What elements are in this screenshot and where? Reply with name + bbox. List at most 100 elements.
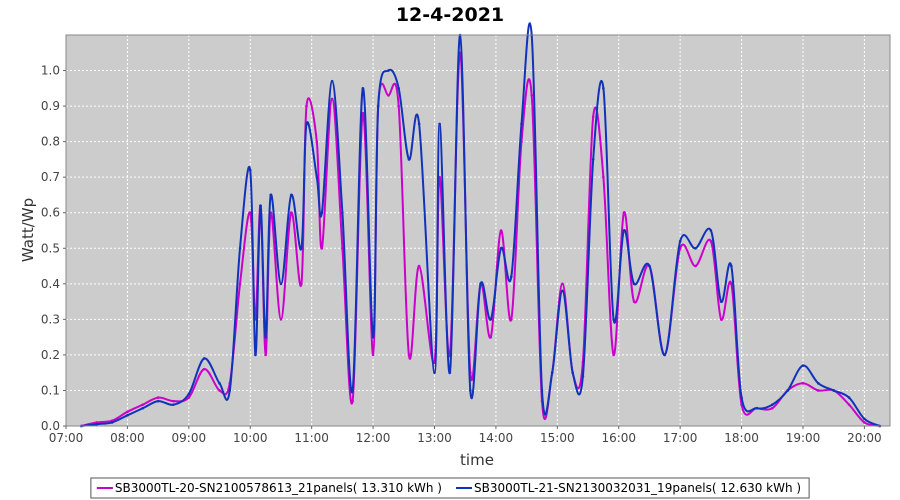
legend-item: SB3000TL-20-SN2100578613_21panels( 13.31… bbox=[96, 481, 442, 495]
series-1-point bbox=[95, 421, 99, 424]
series-1-point bbox=[305, 104, 308, 108]
legend-item: SB3000TL-21-SN2130032031_19panels( 12.63… bbox=[455, 481, 801, 495]
series-1-point bbox=[202, 367, 206, 371]
series-2-point bbox=[269, 193, 273, 197]
series-2-point bbox=[264, 335, 267, 339]
series-2-point bbox=[632, 282, 636, 286]
series-2-point bbox=[433, 371, 436, 374]
series-2-point bbox=[817, 382, 820, 385]
series-2-point bbox=[499, 246, 503, 250]
series-2-point bbox=[489, 318, 493, 321]
series-2-point bbox=[622, 229, 626, 232]
series-1-point bbox=[417, 264, 421, 268]
series-2-point bbox=[279, 282, 283, 286]
x-tick-label: 09:00 bbox=[172, 431, 207, 445]
series-1-point bbox=[141, 403, 145, 406]
series-2-point bbox=[141, 406, 145, 410]
series-1-point bbox=[730, 282, 733, 286]
x-tick-label: 10:00 bbox=[233, 431, 268, 445]
series-2-point bbox=[254, 353, 257, 357]
series-2-point bbox=[110, 421, 114, 424]
series-2-point bbox=[786, 389, 789, 392]
series-2-point bbox=[479, 282, 482, 286]
series-1-point bbox=[509, 318, 513, 321]
series-2-point bbox=[448, 371, 452, 374]
series-1-point bbox=[632, 300, 636, 303]
y-tick-label: 0.1 bbox=[41, 383, 60, 397]
series-2-point bbox=[709, 229, 713, 232]
y-axis: 0.0 0.1 0.2 0.3 0.4 0.5 0.6 0.7 0.8 0.9 1.0 bbox=[41, 64, 66, 433]
series-1-point bbox=[694, 264, 697, 268]
series-1-point bbox=[397, 104, 400, 108]
series-2-point bbox=[863, 417, 866, 421]
series-2-point bbox=[571, 371, 574, 374]
series-1-point bbox=[351, 399, 354, 403]
series-1-point bbox=[530, 94, 534, 97]
y-tick-label: 0.0 bbox=[41, 419, 60, 433]
series-2-point bbox=[238, 246, 242, 250]
series-2-point bbox=[801, 364, 805, 367]
series-1-point bbox=[330, 97, 334, 101]
series-2-point bbox=[694, 246, 697, 250]
series-1-point bbox=[863, 421, 866, 424]
x-tick-label: 08:00 bbox=[110, 431, 145, 445]
series-2-point bbox=[847, 396, 851, 399]
y-tick-label: 0.6 bbox=[41, 206, 60, 220]
plot-border bbox=[65, 34, 891, 427]
series-2-point bbox=[520, 122, 523, 126]
series-2-point bbox=[330, 79, 334, 83]
y-tick-label: 0.9 bbox=[41, 99, 60, 113]
series-1-point bbox=[371, 353, 375, 357]
x-tick-label: 13:00 bbox=[417, 431, 452, 445]
x-tick-label: 19:00 bbox=[786, 431, 821, 445]
legend-label: SB3000TL-20-SN2100578613_21panels( 13.31… bbox=[115, 481, 442, 495]
series-1-point bbox=[264, 353, 267, 357]
series-2-point bbox=[218, 382, 221, 385]
x-axis-label: time bbox=[460, 451, 494, 469]
series-1-point bbox=[719, 318, 723, 321]
x-tick-label: 11:00 bbox=[294, 431, 329, 445]
series-1-point bbox=[801, 382, 805, 385]
series-2-point bbox=[832, 389, 836, 392]
series-2-line bbox=[81, 22, 881, 427]
series-1-point bbox=[847, 403, 851, 406]
series-2-point bbox=[755, 406, 759, 410]
x-tick-label: 15:00 bbox=[540, 431, 575, 445]
series-1-point bbox=[387, 94, 390, 97]
y-tick-label: 0.8 bbox=[41, 135, 60, 149]
series-1-point bbox=[561, 282, 564, 286]
series-2-point bbox=[172, 403, 175, 406]
y-tick-label: 1.0 bbox=[41, 64, 60, 78]
y-tick-label: 0.3 bbox=[41, 312, 60, 326]
x-tick-label: 07:00 bbox=[49, 431, 84, 445]
plot-area bbox=[66, 35, 890, 426]
series-1-point bbox=[407, 353, 411, 357]
series-2-point bbox=[438, 122, 441, 126]
series-2-point bbox=[305, 122, 308, 126]
series-1-point bbox=[238, 282, 242, 286]
series-1-point bbox=[341, 246, 344, 250]
series-2-point bbox=[770, 403, 774, 406]
series-1-point bbox=[289, 211, 293, 215]
series-2-point bbox=[376, 104, 380, 108]
series-1-point bbox=[320, 246, 324, 250]
series-2-point bbox=[156, 399, 160, 403]
series-2-point bbox=[509, 275, 513, 279]
series-2-point bbox=[612, 318, 615, 321]
x-tick-label: 17:00 bbox=[663, 431, 698, 445]
series-1-point bbox=[279, 318, 283, 321]
series-1-point bbox=[172, 399, 175, 403]
series-2-point bbox=[730, 264, 733, 268]
x-tick-label: 12:00 bbox=[356, 431, 391, 445]
x-tick-label: 14:00 bbox=[479, 431, 514, 445]
series-1-point bbox=[591, 115, 595, 119]
series-2-point bbox=[187, 392, 191, 396]
series-2-point bbox=[591, 158, 595, 161]
series-1-point bbox=[817, 389, 820, 392]
series-1-point bbox=[187, 396, 191, 399]
series-1-point bbox=[612, 353, 615, 357]
series-2-point bbox=[351, 389, 354, 392]
series-1-point bbox=[622, 211, 626, 215]
